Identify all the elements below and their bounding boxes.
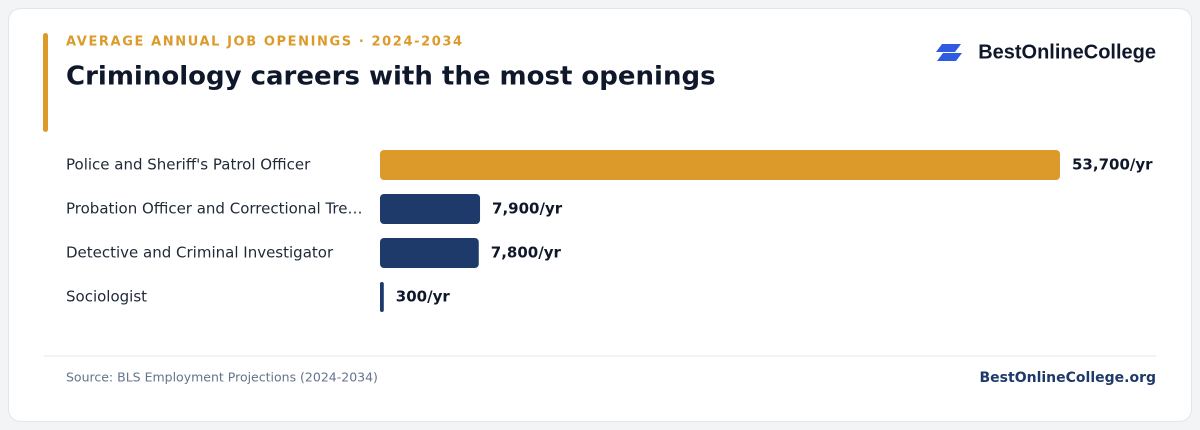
bar [380, 282, 384, 312]
value-label: 53,700/yr [1072, 156, 1153, 174]
bar [380, 194, 481, 224]
category-label: Probation Officer and Correctional Tre… [66, 200, 362, 218]
value-label: 7,800/yr [491, 244, 562, 262]
bar [380, 150, 1060, 180]
logo-shape [937, 53, 962, 61]
logo-text: BestOnlineCollege [978, 41, 1156, 63]
logo-icon [936, 44, 962, 61]
logo-shape [936, 44, 961, 52]
value-label: 300/yr [396, 288, 451, 306]
bar [380, 238, 479, 268]
accent-bar [43, 33, 48, 132]
category-label: Sociologist [66, 288, 147, 306]
subtitle: AVERAGE ANNUAL JOB OPENINGS · 2024-2034 [66, 35, 464, 50]
value-label: 7,900/yr [492, 200, 563, 218]
category-label: Detective and Criminal Investigator [66, 244, 334, 262]
chart-title: Criminology careers with the most openin… [66, 62, 716, 92]
footer-link[interactable]: BestOnlineCollege.org [980, 370, 1156, 386]
category-label: Police and Sheriff's Patrol Officer [66, 156, 311, 174]
source: Source: BLS Employment Projections (2024… [66, 370, 378, 385]
card [8, 8, 1192, 422]
